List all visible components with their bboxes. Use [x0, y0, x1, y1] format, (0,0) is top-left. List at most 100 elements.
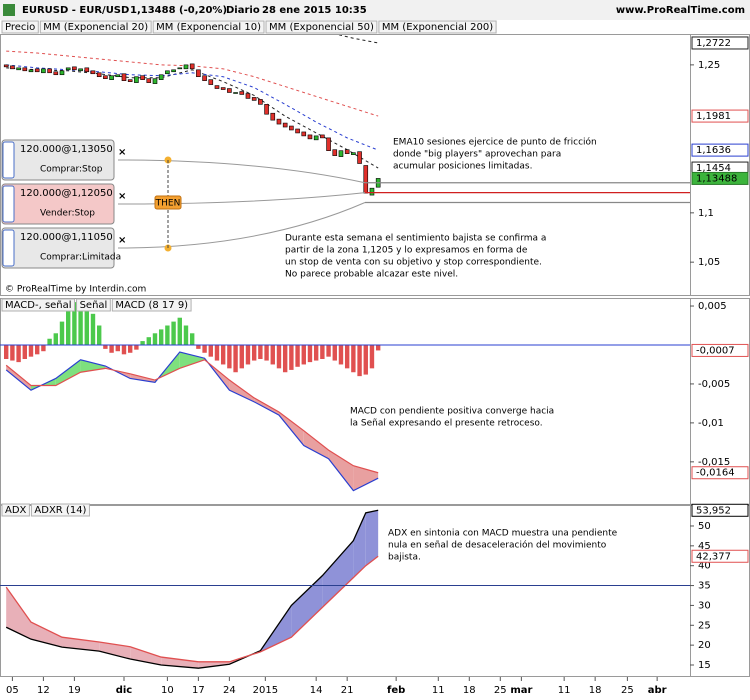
histogram-bar	[146, 337, 151, 345]
x-tick-label: 25	[621, 685, 634, 696]
value-box-label: 42,377	[696, 551, 731, 562]
order-kind: Vender:Stop	[40, 209, 95, 219]
annotation: nula en señal de desaceleración del movi…	[388, 540, 607, 551]
y-tick-label: 25	[698, 620, 711, 631]
histogram-bar	[220, 344, 226, 365]
histogram-bar	[90, 313, 96, 345]
fill-band	[254, 397, 279, 416]
candle	[208, 79, 214, 85]
chart-layer: 1,25 1,1 1,05 Precio MM (Exponencial 20) MM (…	[0, 20, 750, 696]
histogram-bar	[103, 344, 108, 349]
candle	[84, 67, 90, 73]
candle	[196, 69, 201, 78]
legend-entry: ADXR (14)	[34, 505, 86, 516]
legend-chip	[1, 503, 30, 517]
histogram-bar	[320, 344, 325, 360]
histogram-bar	[258, 344, 263, 360]
annotation: bajista.	[388, 553, 421, 563]
legend-entry: ADX	[5, 505, 27, 516]
histogram-bar	[10, 344, 15, 361]
x-tick-label: 14	[310, 685, 323, 696]
annotation: acumular posiciones limitadas.	[393, 162, 532, 172]
candle	[301, 131, 307, 137]
fill-band	[303, 430, 329, 459]
legend-chip	[39, 20, 152, 34]
quote: 1,13488 (-0,20%)	[130, 5, 227, 16]
histogram-bar	[78, 299, 83, 345]
y-tick-label: 45	[698, 541, 711, 552]
histogram-bar	[72, 302, 77, 345]
y-tick-label: 1,05	[698, 257, 720, 268]
legend-chip	[152, 20, 265, 34]
histogram-bar	[134, 344, 139, 350]
candle	[134, 76, 139, 83]
x-tick-label: 25	[494, 685, 507, 696]
plot-area	[5, 509, 379, 669]
y-tick-label: 50	[698, 521, 711, 532]
order-label: 120.000@1,11050	[20, 232, 113, 243]
histogram-bar	[189, 333, 195, 345]
fill-band	[99, 641, 131, 660]
candle	[53, 71, 59, 76]
order-cancel: ×	[118, 235, 126, 246]
x-tick-label: 19	[68, 685, 81, 696]
y-tick-label: 1,25	[698, 60, 720, 71]
order-arrows	[2, 229, 15, 267]
candle	[351, 152, 356, 155]
histogram-bar	[152, 333, 158, 345]
candle	[103, 75, 108, 79]
annotation: un stop de venta con su objetivo y stop …	[285, 258, 542, 268]
candle	[214, 85, 220, 89]
y-tick-label: 15	[698, 660, 711, 671]
candle	[307, 134, 313, 140]
histogram-bar	[16, 344, 21, 363]
value-box-label: 1,13488	[696, 173, 737, 184]
value-box	[691, 171, 749, 185]
legend-entry: Precio	[5, 22, 35, 33]
histogram-bar	[53, 333, 58, 345]
value-box	[691, 36, 749, 50]
legend-chip	[111, 298, 192, 312]
annotation: MACD con pendiente positiva converge hac…	[350, 407, 554, 417]
candle	[158, 74, 164, 80]
candle	[338, 150, 344, 157]
chart-icon	[3, 4, 15, 16]
y-tick-label: -0,01	[698, 418, 724, 429]
order-arrows	[2, 185, 15, 223]
candle	[344, 149, 350, 154]
candle	[363, 165, 369, 194]
candle	[295, 128, 300, 134]
histogram-bar	[239, 344, 244, 369]
series-line	[6, 67, 379, 169]
order-box	[1, 227, 115, 269]
fill-band	[353, 465, 379, 491]
legend-entry: MM (Exponencial 50)	[269, 22, 374, 33]
x-tick-label: abr	[648, 685, 667, 696]
value-box	[691, 343, 749, 357]
candle	[177, 67, 183, 70]
candle	[369, 187, 375, 196]
candle	[320, 134, 325, 139]
symbol: EURUSD - EUR/USD	[22, 5, 129, 16]
histogram-bar	[375, 344, 381, 351]
value-box	[691, 143, 749, 157]
histogram-bar	[127, 344, 133, 353]
value-box-label: 53,952	[696, 505, 731, 516]
annotation: ADX en sintonia con MACD muestra una pen…	[388, 529, 618, 539]
order-arrows	[2, 141, 15, 179]
plot-area	[3, 299, 381, 492]
series-line	[5, 555, 379, 663]
histogram-bar	[214, 344, 220, 361]
candle	[251, 97, 257, 101]
legend-entry: MACD (8 17 9)	[115, 300, 188, 311]
histogram-bar	[140, 341, 145, 345]
histogram-bar	[270, 344, 275, 365]
fill-band	[6, 587, 31, 640]
x-tick-label: feb	[387, 685, 405, 696]
candle	[78, 68, 83, 72]
x-tick-label: 18	[463, 685, 476, 696]
order-kind: Comprar:Limitada	[40, 253, 121, 263]
x-tick-label: 10	[161, 685, 174, 696]
value-box-label: 1,2722	[696, 38, 731, 49]
candle	[90, 70, 96, 75]
